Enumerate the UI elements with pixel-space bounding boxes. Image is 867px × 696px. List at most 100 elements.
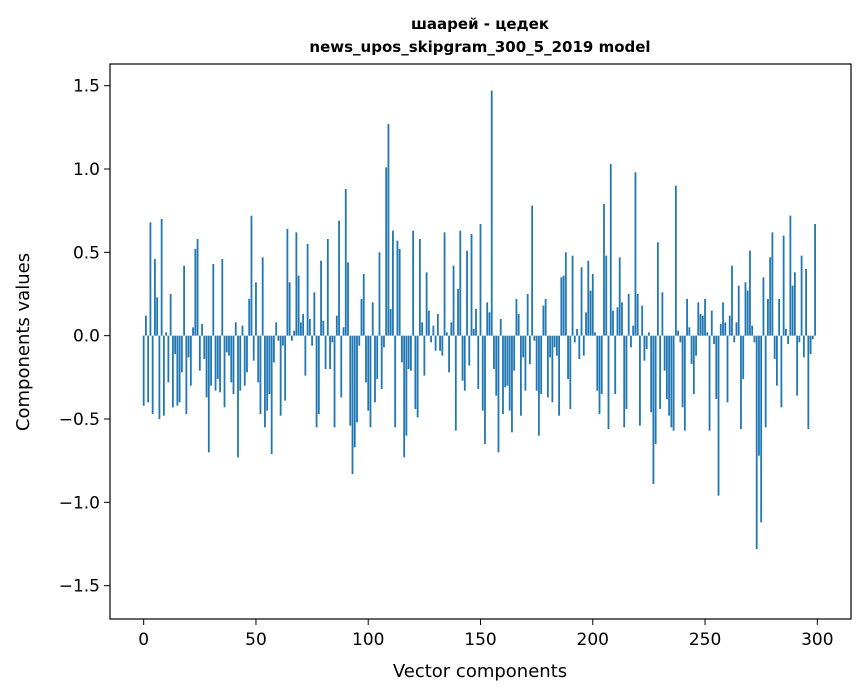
y-axis-ticks: −1.5 −1.0 −0.5 0.0 0.5 1.0 1.5 xyxy=(59,77,110,597)
bar xyxy=(493,335,495,369)
chart-title-line-2: news_upos_skipgram_300_5_2019 model xyxy=(309,38,650,56)
bar xyxy=(621,302,623,336)
bar xyxy=(632,325,635,336)
bar xyxy=(459,230,462,336)
bar xyxy=(762,277,765,336)
bar xyxy=(353,335,356,448)
bar xyxy=(270,335,273,454)
bar xyxy=(809,335,812,354)
bar xyxy=(663,335,666,371)
bar xyxy=(273,335,275,363)
y-tick-label: 1.5 xyxy=(73,77,100,97)
bar xyxy=(753,335,756,343)
bar xyxy=(681,335,684,408)
bar xyxy=(760,335,763,523)
bar xyxy=(445,332,448,336)
bar xyxy=(782,235,785,336)
y-axis-label: Components values xyxy=(13,253,34,431)
bar xyxy=(562,275,565,336)
bar xyxy=(692,335,695,394)
bar xyxy=(243,335,246,386)
bar xyxy=(627,294,630,336)
bar xyxy=(196,239,199,336)
bar xyxy=(751,325,754,336)
bar xyxy=(275,322,278,336)
bar xyxy=(147,335,150,403)
x-tick-label: 300 xyxy=(801,630,833,650)
bar xyxy=(219,335,221,393)
bar xyxy=(225,335,228,353)
bar xyxy=(216,335,219,379)
bar xyxy=(814,224,816,336)
x-tick-label: 0 xyxy=(138,630,149,650)
bar xyxy=(499,319,502,336)
bar xyxy=(728,315,731,336)
x-axis-label: Vector components xyxy=(393,661,567,682)
bar xyxy=(771,232,774,336)
bar xyxy=(531,205,534,336)
bar xyxy=(607,335,610,429)
x-tick-label: 250 xyxy=(689,630,721,650)
bar xyxy=(174,335,177,354)
bar xyxy=(472,329,475,336)
bar xyxy=(558,335,560,416)
bar xyxy=(302,314,305,336)
bar xyxy=(436,314,439,336)
bar xyxy=(488,312,491,336)
y-tick-label: −1.0 xyxy=(59,493,100,513)
bar xyxy=(596,335,599,391)
bar xyxy=(398,249,401,336)
bar xyxy=(486,302,489,336)
bar xyxy=(722,302,724,336)
bar xyxy=(522,335,525,358)
bar xyxy=(564,252,567,336)
bar xyxy=(511,335,513,433)
bar xyxy=(609,164,612,336)
bar xyxy=(569,335,572,409)
bar xyxy=(513,335,516,371)
bar xyxy=(652,335,655,484)
bar xyxy=(677,330,679,336)
bar xyxy=(432,325,435,336)
bar xyxy=(690,335,693,364)
bar xyxy=(304,335,307,376)
bar xyxy=(394,335,397,428)
bar xyxy=(185,335,188,414)
bar-series xyxy=(142,90,816,549)
bar xyxy=(740,335,742,429)
y-tick-label: 1.0 xyxy=(73,160,100,180)
bar xyxy=(688,327,691,336)
bar xyxy=(299,322,302,336)
chart-title-line-1: шаарей - цедек xyxy=(411,15,549,33)
bar xyxy=(187,335,190,358)
bar xyxy=(715,335,718,399)
bar xyxy=(495,335,498,396)
bar xyxy=(731,265,733,336)
bar xyxy=(255,282,257,336)
bar xyxy=(167,335,170,383)
bar xyxy=(407,335,410,369)
bar xyxy=(189,335,192,386)
bar xyxy=(529,335,531,364)
bar xyxy=(585,312,587,336)
bar xyxy=(623,335,626,428)
bar xyxy=(643,335,646,361)
bar xyxy=(612,310,614,336)
bar xyxy=(362,274,365,336)
bar xyxy=(315,335,318,428)
bar xyxy=(367,335,370,411)
bar xyxy=(201,324,203,336)
bar xyxy=(427,310,430,336)
bar xyxy=(802,335,805,358)
bar xyxy=(430,335,432,343)
bar xyxy=(178,335,181,403)
bar xyxy=(713,335,715,344)
bar xyxy=(434,335,437,351)
bar xyxy=(811,335,814,339)
bar xyxy=(537,335,540,436)
bar xyxy=(340,335,343,398)
bar xyxy=(477,335,480,389)
bar xyxy=(641,305,644,336)
